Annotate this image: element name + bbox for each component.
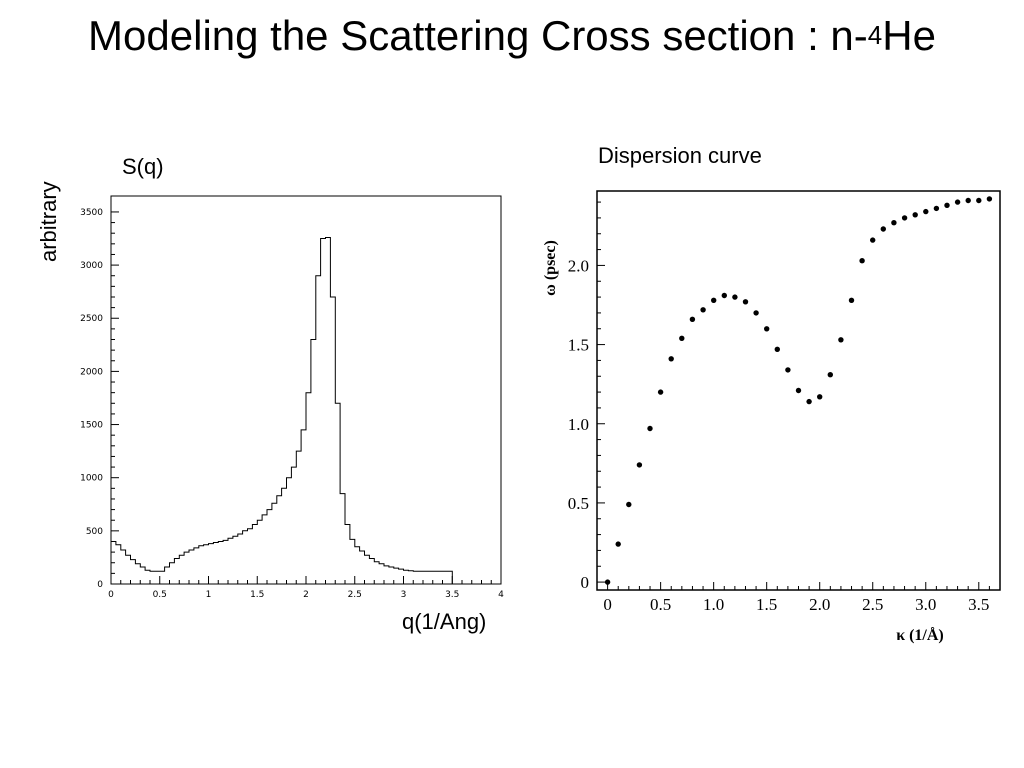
dispersion-chart-title: Dispersion curve (598, 143, 762, 168)
dispersion-point (923, 208, 929, 215)
sq-y-tick-label: 1000 (80, 474, 103, 484)
dispersion-point (700, 307, 706, 313)
sq-histogram-line (111, 237, 501, 585)
dispersion-point (721, 292, 727, 299)
sq-y-tick-label: 500 (86, 527, 103, 537)
dispersion-point (806, 398, 812, 405)
dispersion-axes: 0 0.5 1.0 1.5 2.0 2.5 3.0 3.5 0 0.5 1.0 1.5 2.0 (568, 201, 990, 614)
dispersion-point (732, 294, 738, 300)
sq-x-tick-label: 3 (401, 590, 407, 600)
dispersion-y-tick-label: 2.0 (568, 256, 589, 275)
dispersion-x-axis-label: κ (1/Å) (896, 626, 944, 644)
dispersion-x-tick-label: 3.5 (968, 595, 989, 614)
slide-title: Modeling the Scattering Cross section : … (0, 12, 1024, 60)
sq-x-tick-label: 1 (206, 590, 212, 600)
dispersion-point (944, 202, 950, 208)
dispersion-y-tick-label: 0.5 (568, 494, 589, 513)
dispersion-point (986, 196, 993, 202)
dispersion-x-tick-label: 2.5 (862, 595, 883, 614)
dispersion-point (912, 212, 918, 218)
sq-x-tick-label: 1.5 (250, 590, 264, 600)
dispersion-x-tick-label: 1.5 (756, 595, 777, 614)
dispersion-y-tick-label: 1.0 (568, 415, 589, 434)
dispersion-point (795, 387, 802, 394)
dispersion-point (753, 310, 759, 316)
sq-y-tick-label: 3000 (80, 261, 103, 271)
dispersion-point (636, 462, 643, 468)
dispersion-point (604, 579, 611, 585)
dispersion-point (848, 297, 855, 303)
dispersion-point (838, 337, 844, 343)
slide-title-main: Modeling the Scattering Cross section : … (88, 12, 868, 59)
dispersion-y-tick-label: 1.5 (568, 336, 589, 355)
dispersion-point (615, 541, 621, 547)
dispersion-x-tick-label: 1.0 (703, 595, 724, 614)
sq-x-tick-label: 0.5 (153, 590, 167, 600)
sq-x-tick-label: 0 (108, 590, 114, 600)
dispersion-point (785, 367, 791, 373)
slide-title-superscript: 4 (867, 20, 883, 50)
sq-axes: 0 0.5 1 1.5 2 2.5 3 3.5 4 0 500 1000 1500 2000 2500 300… (80, 208, 504, 600)
dispersion-point (626, 501, 632, 508)
dispersion-points (604, 196, 993, 585)
dispersion-point (901, 215, 908, 221)
dispersion-point (859, 258, 865, 264)
dispersion-point (668, 356, 674, 362)
sq-x-tick-label: 2 (303, 590, 309, 600)
dispersion-point (976, 197, 982, 204)
dispersion-point (817, 394, 823, 400)
dispersion-point (742, 299, 749, 305)
dispersion-point (764, 326, 770, 332)
dispersion-point (891, 220, 897, 226)
dispersion-y-tick-label: 0 (581, 573, 590, 592)
slide-title-tail: He (882, 12, 936, 59)
sq-x-tick-label: 3.5 (445, 590, 459, 600)
dispersion-point (711, 297, 717, 303)
dispersion-y-axis-label: ω (psec) (542, 240, 559, 296)
dispersion-point (647, 425, 653, 432)
dispersion-point (679, 335, 685, 341)
sq-x-tick-label: 2.5 (348, 590, 362, 600)
sq-y-tick-label: 2000 (80, 367, 103, 377)
dispersion-point (870, 237, 876, 243)
dispersion-point (689, 316, 696, 322)
sq-chart-title: S(q) (122, 154, 164, 179)
sq-y-tick-label: 1500 (80, 421, 103, 431)
sq-y-tick-label: 0 (97, 580, 103, 590)
dispersion-x-tick-label: 3.0 (915, 595, 936, 614)
dispersion-point (965, 197, 971, 204)
sq-y-tick-label: 2500 (80, 314, 103, 324)
dispersion-point (657, 389, 664, 395)
dispersion-point (880, 226, 886, 232)
dispersion-x-tick-label: 0.5 (650, 595, 671, 614)
dispersion-point (954, 199, 961, 205)
dispersion-point (933, 205, 940, 212)
dispersion-point (827, 372, 833, 378)
dispersion-point (774, 346, 780, 352)
dispersion-x-tick-label: 2.0 (809, 595, 830, 614)
sq-x-axis-label: q(1/Ang) (402, 609, 487, 634)
sq-x-tick-label: 4 (498, 590, 504, 600)
sq-y-tick-label: 3500 (80, 208, 103, 218)
dispersion-x-tick-label: 0 (603, 595, 612, 614)
